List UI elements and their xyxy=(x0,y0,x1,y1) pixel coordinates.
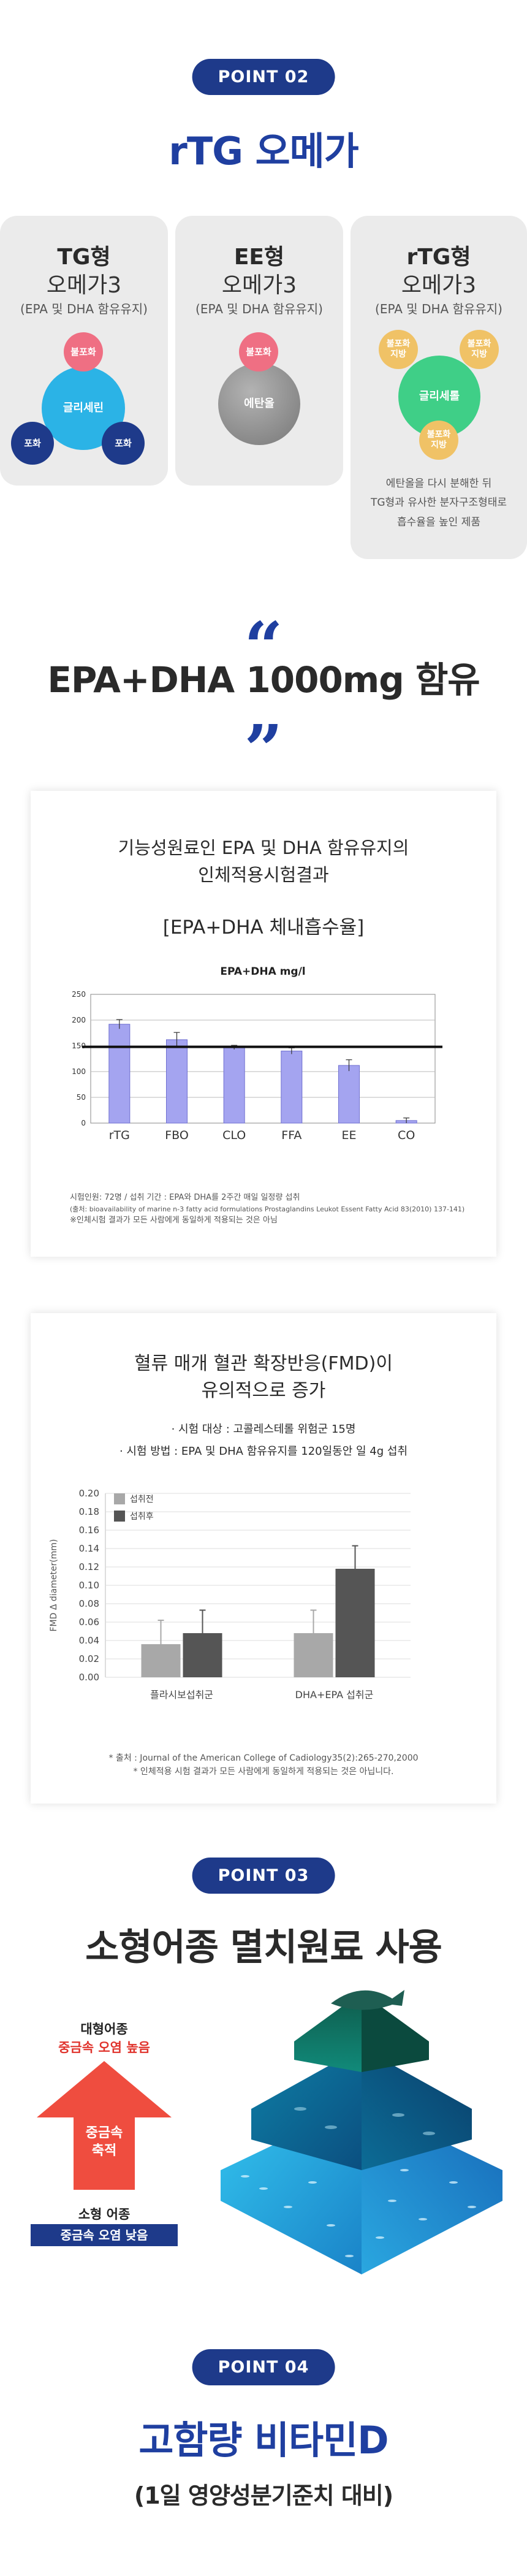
card-ee-title: EE형 xyxy=(233,245,285,270)
card-ee: EE형 오메가3 (EPA 및 DHA 함유유지) 에탄올 불포화 xyxy=(175,216,343,486)
bar-FBO xyxy=(166,1039,188,1124)
rtg-unsaturated-bottom-bubble: 불포화 지방 xyxy=(419,421,458,460)
absorption-panel: 기능성원료인 EPA 및 DHA 함유유지의 인체적용시험결과 [EPA+DHA… xyxy=(31,791,496,1257)
y-tick-label: 0.14 xyxy=(79,1543,99,1554)
point02-badge: POINT 02 xyxy=(192,59,335,95)
y-tick-label: 0.18 xyxy=(79,1506,99,1517)
tg-saturated-right-bubble: 포화 xyxy=(102,422,145,465)
y-axis-label: FMD Δ diameter(mm) xyxy=(49,1539,59,1631)
point02-title: rTG 오메가 xyxy=(169,129,358,173)
card-rtg-subtitle: 오메가3 xyxy=(401,273,477,298)
legend-swatch-0 xyxy=(114,1493,125,1504)
panel1-note: 시험인원: 72명 / 섭취 기간 : EPA와 DHA를 2주간 매일 일정량… xyxy=(70,1193,300,1202)
panel2-title-line1: 혈류 매개 혈관 확장반응(FMD)이 xyxy=(134,1353,393,1374)
x-tick-label: CLO xyxy=(222,1129,246,1142)
bar-rTG xyxy=(108,1024,131,1124)
y-tick-label: 0.06 xyxy=(79,1617,99,1628)
card-tg-title: TG형 xyxy=(57,245,111,270)
y-tick-label: 0.12 xyxy=(79,1561,99,1572)
rtg-description: 에탄올을 다시 분해한 뒤 TG형과 유사한 분자구조형태로 흡수율을 높인 제… xyxy=(351,474,527,532)
headline-text: EPA+DHA 1000mg 함유 xyxy=(47,659,480,701)
point04-subtitle: (1일 영양성분기준치 대비) xyxy=(134,2482,393,2509)
rtg-unsaturated-right-bubble: 불포화 지방 xyxy=(460,330,499,369)
panel2-notes: * 출처 : Journal of the American College o… xyxy=(31,1752,496,1778)
panel2-note: * 인체적용 시험 결과가 모든 사람에게 동일하게 적용되는 것은 아닙니다. xyxy=(133,1766,394,1777)
y-tick-label: 0.00 xyxy=(79,1672,99,1683)
ee-unsaturated-bubble: 불포화 xyxy=(239,332,278,372)
small-fish-contamination: 중금속 오염 낮음 xyxy=(31,2224,178,2246)
panel1-notes: 시험인원: 72명 / 섭취 기간 : EPA와 DHA를 2주간 매일 일정량… xyxy=(70,1192,474,1227)
bar-FFA xyxy=(281,1050,303,1124)
card-ee-subtitle: 오메가3 xyxy=(221,273,297,298)
x-tick-label: FBO xyxy=(165,1129,189,1142)
chart-title: EPA+DHA mg/l xyxy=(220,966,305,978)
x-tick-label: EE xyxy=(341,1129,356,1142)
tg-glycerin-bubble: 글리세린 xyxy=(42,367,125,450)
fmd-chart: 0.20 0.18 0.16 0.14 0.12 0.10 0.08 0.06 0.04 0.02… xyxy=(49,1488,411,1701)
card-rtg: rTG형 오메가3 (EPA 및 DHA 함유유지) 글리세롤 불포화 지방 불… xyxy=(351,216,527,559)
plot-frame xyxy=(90,994,436,1124)
y-tick-label: 200 xyxy=(72,1016,86,1024)
fmd-panel: 혈류 매개 혈관 확장반응(FMD)이 유의적으로 증가 · 시험 대상 : 고… xyxy=(31,1313,496,1804)
card-tg: TG형 오메가3 (EPA 및 DHA 함유유지) 글리세린 불포화 포화 포화 xyxy=(0,216,168,486)
accumulation-arrow xyxy=(37,2061,172,2190)
large-fish-label: 대형어종 xyxy=(80,2022,128,2037)
bar-0-0 xyxy=(141,1644,181,1677)
legend-label: 섭취후 xyxy=(130,1512,154,1522)
bar-0-1 xyxy=(183,1633,222,1677)
x-tick-label: CO xyxy=(398,1129,415,1142)
y-tick-label: 0 xyxy=(81,1119,86,1127)
panel1-title-line2: 인체적용시험결과 xyxy=(198,864,329,885)
y-tick-label: 0.20 xyxy=(79,1488,99,1499)
card-tg-subtitle: 오메가3 xyxy=(46,273,122,298)
rtg-desc-line: 에탄올을 다시 분해한 뒤 xyxy=(385,478,492,490)
y-tick-label: 250 xyxy=(72,990,86,999)
y-tick-label: 0.04 xyxy=(79,1635,99,1646)
panel2-bullet2: · 시험 방법 : EPA 및 DHA 함유유지를 120일동안 일 4g 섭취 xyxy=(119,1445,408,1458)
x-tick-label: FFA xyxy=(281,1129,301,1142)
x-tick-label: 플라시보섭취군 xyxy=(150,1689,213,1701)
card-ee-desc: (EPA 및 DHA 함유유지) xyxy=(195,302,323,316)
close-quote: ” xyxy=(244,710,283,789)
panel1-subtitle: [EPA+DHA 체내흡수율] xyxy=(162,916,365,939)
small-fish-label: 소형 어종 xyxy=(78,2207,131,2222)
bar-CLO xyxy=(223,1047,245,1124)
x-tick-label: rTG xyxy=(109,1129,130,1142)
panel1-title-line1: 기능성원료인 EPA 및 DHA 함유유지의 xyxy=(118,837,409,858)
bar-EE xyxy=(338,1065,360,1124)
legend-label: 섭취전 xyxy=(130,1495,154,1504)
legend-swatch-1 xyxy=(114,1511,125,1522)
rtg-desc-line: 흡수율을 높인 제품 xyxy=(397,516,480,528)
point03-title: 소형어종 멸치원료 사용 xyxy=(85,1926,442,1969)
y-tick-label: 0.16 xyxy=(79,1525,99,1536)
y-tick-label: 0.08 xyxy=(79,1598,99,1609)
bar-1-1 xyxy=(335,1569,375,1677)
card-tg-desc: (EPA 및 DHA 함유유지) xyxy=(20,302,148,316)
card-rtg-title: rTG형 xyxy=(406,245,471,270)
panel1-note: (출처: bioavailability of marine n-3 fatty… xyxy=(70,1205,465,1214)
y-tick-label: 50 xyxy=(77,1093,86,1102)
rtg-desc-line: TG형과 유사한 분자구조형태로 xyxy=(370,497,507,509)
tg-saturated-left-bubble: 포화 xyxy=(11,422,54,465)
tg-unsaturated-bubble: 불포화 xyxy=(64,332,103,372)
y-tick-label: 0.10 xyxy=(79,1580,99,1591)
y-tick-label: 0.02 xyxy=(79,1653,99,1664)
bar-1-0 xyxy=(294,1633,333,1677)
point03-badge: POINT 03 xyxy=(192,1858,335,1894)
panel1-note: ※인체시험 결과가 모든 사람에게 동일하게 적용되는 것은 아님 xyxy=(70,1216,278,1225)
point04-badge: POINT 04 xyxy=(192,2349,335,2385)
panel2-bullet1: · 시험 대상 : 고콜레스테롤 위험군 15명 xyxy=(171,1423,356,1436)
card-rtg-desc: (EPA 및 DHA 함유유지) xyxy=(375,302,502,316)
large-fish-contamination: 중금속 오염 높음 xyxy=(58,2040,150,2055)
point04-title: 고함량 비타민D xyxy=(138,2418,389,2463)
rtg-unsaturated-left-bubble: 불포화 지방 xyxy=(379,330,418,369)
panel2-title-line2: 유의적으로 증가 xyxy=(201,1380,326,1401)
ee-ethanol-bubble: 에탄올 xyxy=(218,363,300,445)
panel2-note: * 출처 : Journal of the American College o… xyxy=(108,1753,419,1763)
y-tick-label: 100 xyxy=(72,1067,86,1076)
x-tick-label: DHA+EPA 섭취군 xyxy=(295,1689,374,1701)
accumulation-label: 중금속 축적 xyxy=(85,2125,123,2159)
ocean-pyramid-illustration xyxy=(221,1990,502,2274)
